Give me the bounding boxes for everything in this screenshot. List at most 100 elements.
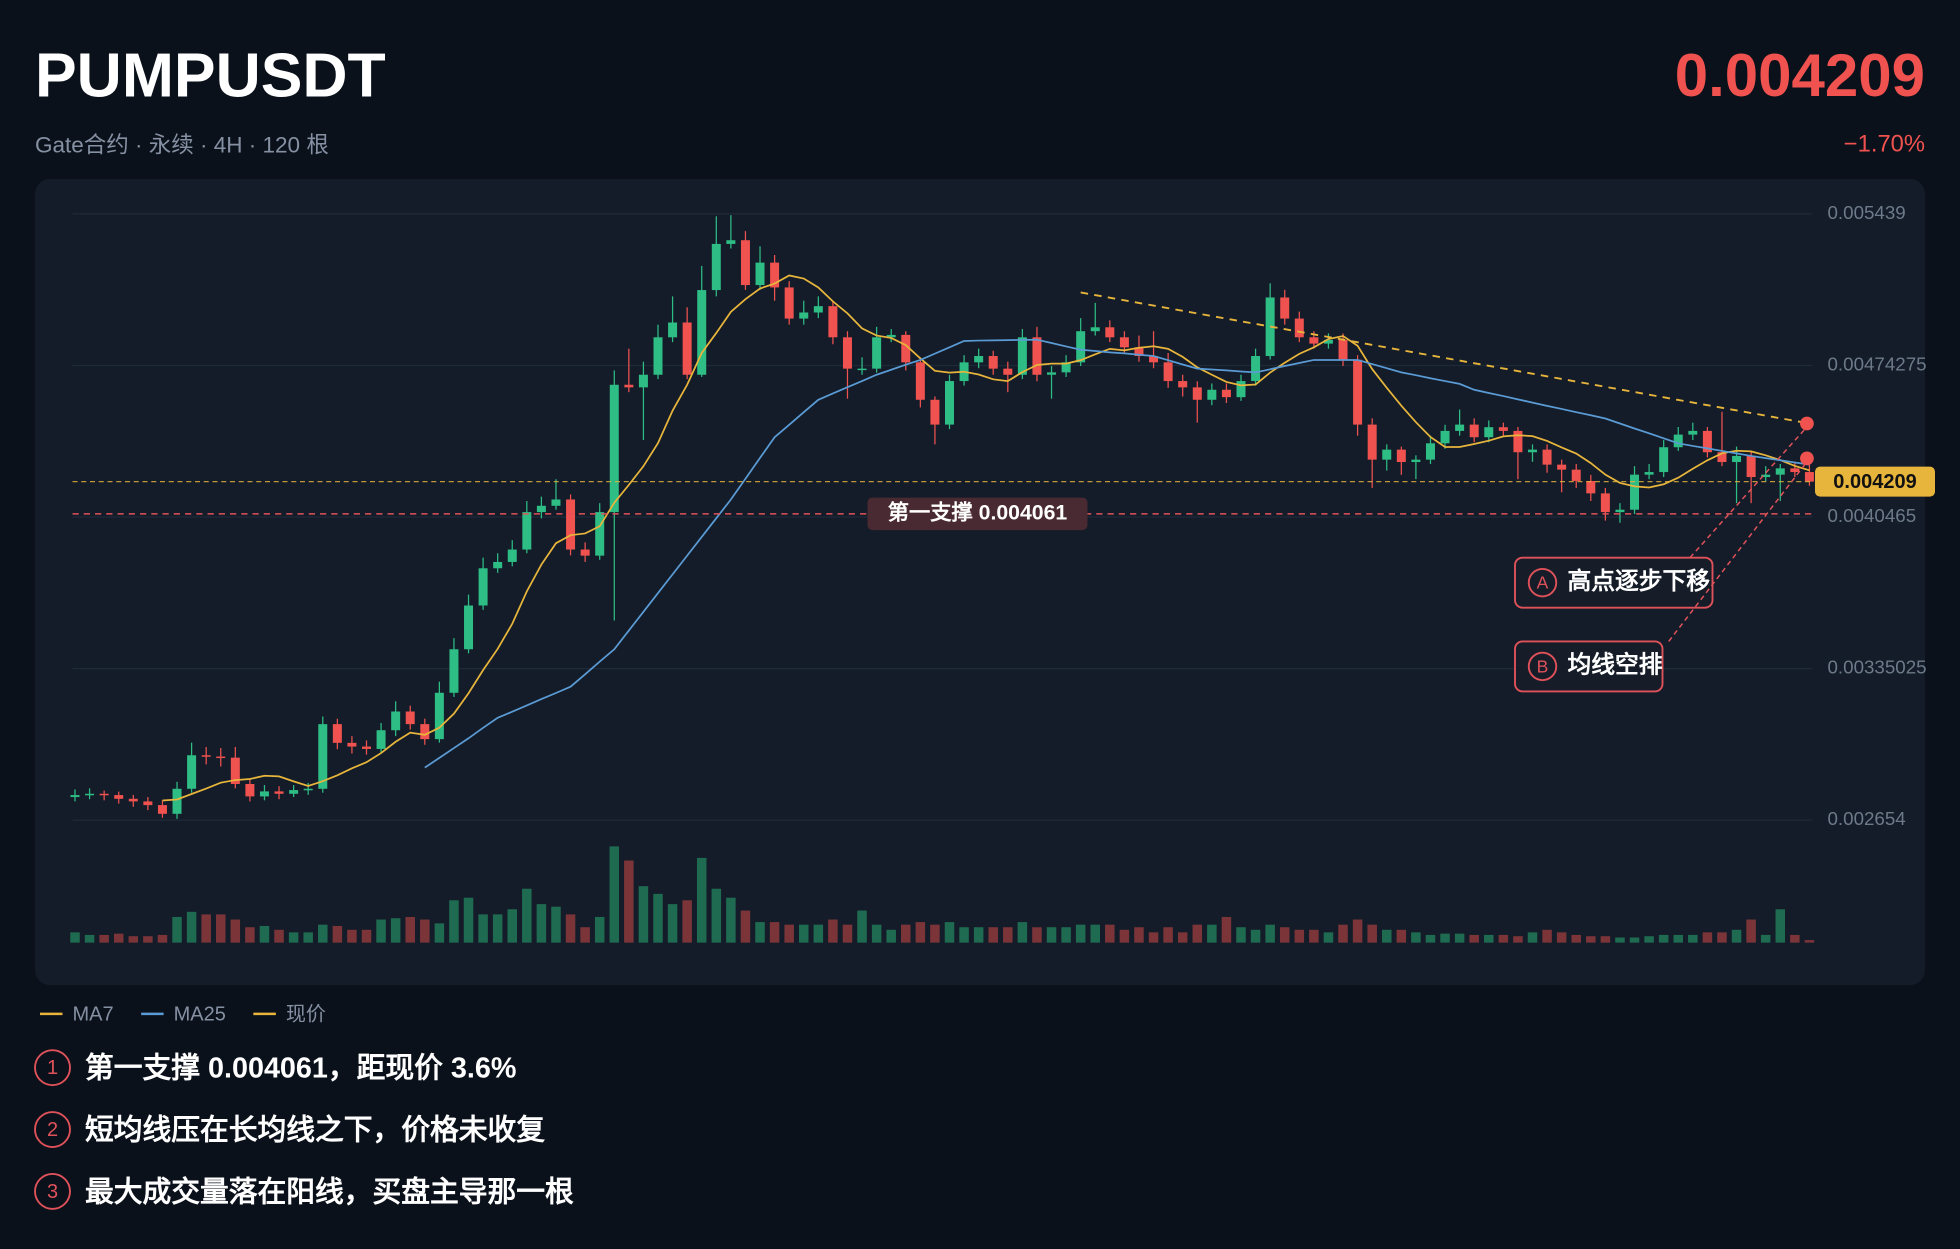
candle-body: [886, 334, 896, 338]
volume-bar: [682, 900, 692, 943]
candle-body: [1761, 474, 1771, 478]
candle-body: [1323, 339, 1333, 344]
candle-body: [230, 757, 240, 784]
candle-body: [1455, 424, 1465, 431]
volume-bar: [318, 924, 328, 943]
candle-body: [1178, 381, 1188, 388]
note-badge: [34, 1172, 71, 1210]
candle-body: [770, 262, 780, 288]
candle-body: [1236, 381, 1246, 398]
volume-bar: [828, 919, 838, 943]
candle-body: [1688, 430, 1698, 435]
candle-body: [668, 322, 678, 338]
volume-bar: [1469, 934, 1479, 943]
volume-bar: [842, 924, 853, 943]
candle-body: [1484, 427, 1494, 438]
candle-body: [1090, 327, 1100, 332]
volume-bar: [128, 936, 139, 943]
support-label-bg: [867, 497, 1088, 531]
annotation-connector: [1668, 462, 1807, 642]
current-price-tag: [1815, 466, 1935, 497]
note-marker: 2: [47, 1119, 58, 1141]
candle-body: [536, 505, 546, 513]
candle-body: [828, 306, 838, 338]
volume-bar: [84, 934, 95, 943]
candle-body: [1411, 459, 1421, 463]
candle-body: [303, 788, 313, 791]
volume-bar: [201, 914, 211, 943]
volume-bar: [1221, 916, 1232, 943]
volume-bar: [638, 886, 649, 943]
volume-bar: [901, 924, 911, 943]
volume-bar: [667, 904, 678, 943]
subtitle: Gate合约 · 永续 · 4H · 120 根: [35, 132, 329, 157]
volume-bar: [288, 932, 299, 943]
candle-body: [1630, 474, 1640, 510]
volume-bar: [507, 909, 517, 943]
price-change: −1.70%: [1844, 130, 1925, 157]
annotation-marker: A: [1537, 573, 1549, 593]
volume-bar: [1688, 934, 1698, 943]
volume-bar: [405, 916, 415, 943]
volume-bar: [332, 925, 343, 943]
annotation-badge: [1527, 651, 1558, 682]
candle-body: [755, 262, 765, 286]
volume-bar: [1003, 927, 1013, 943]
candle-body: [1513, 430, 1523, 453]
volume-bar: [274, 929, 284, 943]
volume-bar: [1163, 927, 1173, 943]
volume-bar: [1454, 933, 1465, 943]
volume-bar: [434, 923, 445, 943]
volume-bar: [740, 910, 751, 943]
candle-body: [216, 756, 226, 759]
volume-bar: [1309, 929, 1319, 943]
candle-body: [259, 791, 269, 797]
volume-bar: [1250, 929, 1261, 943]
annotation-a: A 高点逐步下移: [1514, 427, 1807, 609]
volume-bar: [1571, 934, 1581, 943]
volume-bar: [1556, 932, 1567, 943]
candle-body: [143, 801, 153, 806]
candle-body: [1586, 480, 1596, 494]
candle-body: [1396, 449, 1406, 463]
candle-body: [391, 711, 401, 731]
candle-body: [1076, 331, 1086, 363]
volume-bar: [813, 924, 824, 943]
volume-bar: [1177, 932, 1188, 943]
candle-body: [1207, 389, 1217, 400]
candle-body: [434, 692, 444, 740]
volume-bar: [696, 857, 707, 943]
candle-body: [1746, 455, 1756, 478]
note-marker: 1: [47, 1057, 58, 1079]
candle-body: [1571, 469, 1581, 481]
volume-bar: [376, 919, 386, 943]
volume-bar: [624, 860, 634, 943]
y-tick-label: 0.005439: [1828, 202, 1906, 223]
plot-area: 0.005439 0.00474275 0.0040465 0.00335025 0.0…: [70, 202, 1935, 943]
volume-bar: [478, 914, 488, 943]
candle-body: [1498, 427, 1508, 431]
volume-bar: [1396, 929, 1407, 943]
ma-line: [162, 274, 1810, 802]
candle-body: [1702, 430, 1712, 453]
annotation-dot: [1800, 416, 1814, 431]
volume-bar: [230, 919, 241, 943]
candle-body: [915, 362, 925, 400]
chart-panel: [35, 178, 1925, 986]
candle-body: [682, 322, 692, 375]
volume-bar: [70, 932, 80, 943]
candle-body: [857, 368, 867, 371]
volume-bar: [1207, 924, 1217, 943]
candle-body: [318, 724, 328, 789]
candle-body: [522, 512, 532, 550]
candle-body: [274, 791, 284, 794]
volume-bar: [1717, 932, 1727, 943]
volume-bar: [1032, 927, 1042, 943]
volume-bar: [886, 929, 896, 943]
candle-body: [245, 783, 255, 797]
note-marker: 3: [47, 1181, 58, 1203]
candle-body: [478, 568, 488, 606]
volume-bar: [1105, 924, 1115, 943]
